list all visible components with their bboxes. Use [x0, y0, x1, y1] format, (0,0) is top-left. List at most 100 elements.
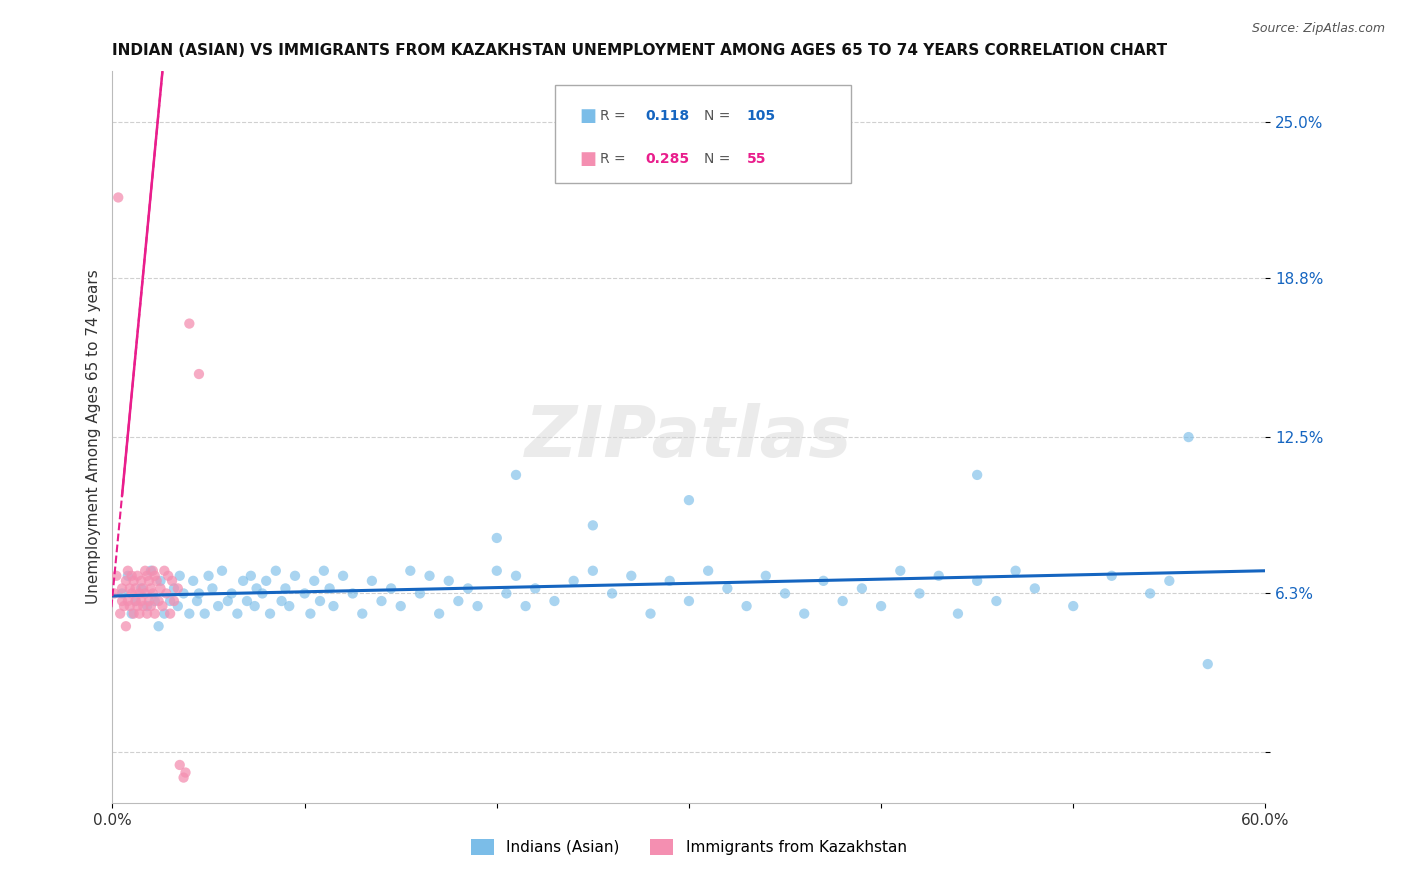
Text: 0.118: 0.118 — [645, 109, 689, 123]
Point — [124, 594, 146, 608]
Point — [427, 607, 450, 621]
Point — [149, 574, 172, 588]
Point — [111, 586, 134, 600]
Text: 105: 105 — [747, 109, 776, 123]
Point — [173, 586, 195, 600]
Text: Source: ZipAtlas.com: Source: ZipAtlas.com — [1251, 22, 1385, 36]
Point — [207, 599, 229, 613]
Point — [1024, 582, 1046, 596]
Point — [1159, 574, 1181, 588]
Point — [128, 607, 150, 621]
Point — [278, 599, 301, 613]
Point — [515, 599, 537, 613]
Point — [239, 569, 262, 583]
Text: ■: ■ — [579, 150, 596, 168]
Point — [157, 569, 180, 583]
Point — [352, 607, 374, 621]
Point — [127, 599, 149, 613]
Point — [332, 569, 354, 583]
Point — [107, 190, 129, 204]
Point — [447, 594, 470, 608]
Point — [117, 569, 139, 583]
Point — [870, 599, 893, 613]
Point — [160, 574, 183, 588]
Point — [274, 582, 297, 596]
Point — [153, 607, 176, 621]
Legend: Indians (Asian), Immigrants from Kazakhstan: Indians (Asian), Immigrants from Kazakhs… — [465, 833, 912, 861]
Point — [419, 569, 441, 583]
Point — [232, 574, 254, 588]
Point — [243, 599, 266, 613]
Point — [179, 317, 201, 331]
Text: N =: N = — [704, 109, 735, 123]
Point — [217, 594, 239, 608]
Point — [169, 758, 191, 772]
Text: ■: ■ — [579, 107, 596, 125]
Text: 55: 55 — [747, 152, 766, 166]
Point — [118, 582, 141, 596]
Point — [122, 574, 145, 588]
Point — [697, 564, 720, 578]
Point — [148, 619, 170, 633]
Point — [166, 582, 188, 596]
Point — [142, 586, 165, 600]
Point — [129, 594, 153, 608]
Text: 0.285: 0.285 — [645, 152, 689, 166]
Point — [179, 607, 201, 621]
Point — [174, 765, 197, 780]
Point — [380, 582, 402, 596]
Text: N =: N = — [704, 152, 735, 166]
Point — [755, 569, 778, 583]
Point — [678, 594, 700, 608]
Point — [117, 564, 139, 578]
Point — [166, 599, 188, 613]
Point — [129, 582, 153, 596]
Text: INDIAN (ASIAN) VS IMMIGRANTS FROM KAZAKHSTAN UNEMPLOYMENT AMONG AGES 65 TO 74 YE: INDIAN (ASIAN) VS IMMIGRANTS FROM KAZAKH… — [112, 43, 1167, 58]
Point — [201, 582, 224, 596]
Point — [543, 594, 565, 608]
Point — [399, 564, 422, 578]
Point — [562, 574, 585, 588]
Point — [342, 586, 364, 600]
Point — [143, 607, 166, 621]
Point — [678, 493, 700, 508]
Point — [143, 594, 166, 608]
Point — [485, 531, 508, 545]
Point — [142, 564, 165, 578]
Point — [640, 607, 662, 621]
Text: R =: R = — [600, 152, 630, 166]
Point — [851, 582, 873, 596]
Point — [115, 574, 138, 588]
Point — [389, 599, 412, 613]
Point — [112, 599, 135, 613]
Point — [259, 607, 281, 621]
Point — [188, 367, 211, 381]
Point — [136, 569, 159, 583]
Point — [121, 607, 143, 621]
Point — [145, 574, 167, 588]
Point — [318, 582, 340, 596]
Point — [152, 599, 174, 613]
Point — [312, 564, 335, 578]
Point — [188, 586, 211, 600]
Point — [294, 586, 316, 600]
Point — [322, 599, 344, 613]
Point — [1197, 657, 1219, 671]
Point — [121, 569, 143, 583]
Point — [124, 594, 146, 608]
Point — [254, 574, 277, 588]
Point — [908, 586, 931, 600]
Point — [457, 582, 479, 596]
Point — [155, 586, 177, 600]
Point — [159, 607, 181, 621]
Point — [270, 594, 292, 608]
Point — [128, 586, 150, 600]
Point — [495, 586, 517, 600]
Point — [118, 599, 141, 613]
Point — [813, 574, 835, 588]
Point — [831, 594, 853, 608]
Point — [221, 586, 243, 600]
Point — [122, 607, 145, 621]
Point — [966, 574, 988, 588]
Point — [485, 564, 508, 578]
